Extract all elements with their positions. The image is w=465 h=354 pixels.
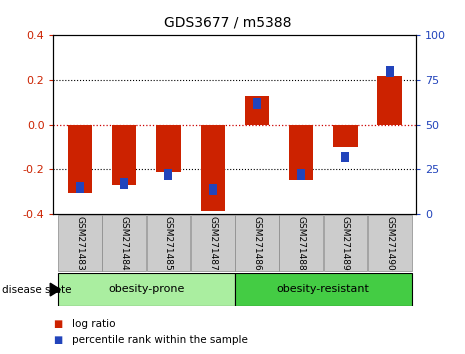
Bar xyxy=(112,125,136,185)
Text: GSM271483: GSM271483 xyxy=(75,216,85,271)
Text: ■: ■ xyxy=(53,319,63,329)
Text: obesity-resistant: obesity-resistant xyxy=(277,284,370,295)
Text: GSM271489: GSM271489 xyxy=(341,216,350,271)
Bar xyxy=(279,215,323,271)
Text: ■: ■ xyxy=(53,335,63,345)
Bar xyxy=(333,125,358,147)
Bar xyxy=(68,125,92,193)
Bar xyxy=(58,215,102,271)
Bar xyxy=(368,215,412,271)
Bar xyxy=(235,215,279,271)
Bar xyxy=(235,273,412,306)
Text: GSM271490: GSM271490 xyxy=(385,216,394,271)
Text: GSM271484: GSM271484 xyxy=(120,216,129,271)
Bar xyxy=(297,170,305,180)
Bar xyxy=(120,178,128,189)
Text: GDS3677 / m5388: GDS3677 / m5388 xyxy=(164,16,292,30)
Polygon shape xyxy=(50,283,60,296)
Bar xyxy=(102,215,146,271)
Bar xyxy=(289,125,313,179)
Text: GSM271487: GSM271487 xyxy=(208,216,217,271)
Text: percentile rank within the sample: percentile rank within the sample xyxy=(72,335,248,345)
Bar xyxy=(146,215,190,271)
Bar xyxy=(385,66,393,76)
Bar xyxy=(58,273,235,306)
Bar xyxy=(245,96,269,125)
Text: GSM271485: GSM271485 xyxy=(164,216,173,271)
Text: GSM271486: GSM271486 xyxy=(252,216,261,271)
Bar xyxy=(165,170,173,180)
Bar xyxy=(156,125,180,172)
Bar xyxy=(76,182,84,193)
Bar xyxy=(200,125,225,211)
Bar xyxy=(341,152,349,162)
Text: log ratio: log ratio xyxy=(72,319,116,329)
Text: obesity-prone: obesity-prone xyxy=(108,284,185,295)
Bar xyxy=(209,184,217,194)
Bar xyxy=(324,215,367,271)
Bar xyxy=(253,98,261,109)
Text: GSM271488: GSM271488 xyxy=(297,216,306,271)
Bar xyxy=(378,76,402,125)
Text: disease state: disease state xyxy=(2,285,72,295)
Bar xyxy=(191,215,235,271)
